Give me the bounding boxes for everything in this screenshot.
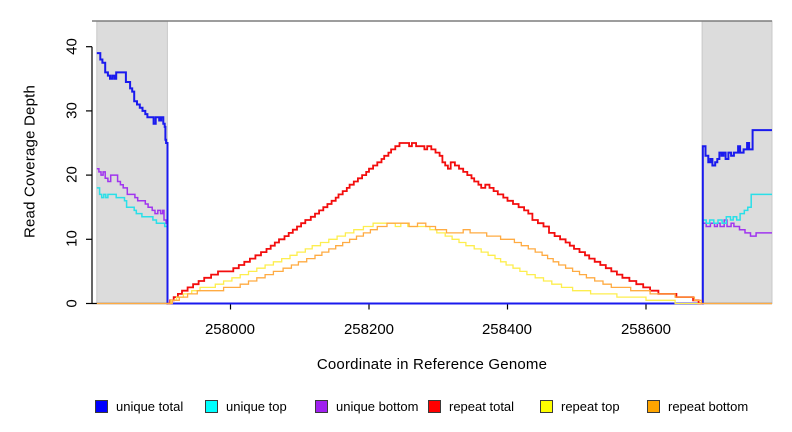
legend-item-repeat-top: repeat top bbox=[540, 399, 647, 414]
legend-swatch-unique-top bbox=[205, 399, 218, 413]
legend-item-unique-bottom: unique bottom bbox=[315, 399, 428, 414]
series-repeat-total bbox=[167, 142, 703, 305]
y-tick-label-30: 30 bbox=[63, 102, 81, 119]
x-tick-label-258600: 258600 bbox=[620, 321, 672, 338]
y-axis-title: Read Coverage Depth bbox=[21, 84, 39, 239]
series-unique-bottom bbox=[96, 167, 772, 305]
legend-swatch-repeat-top bbox=[540, 399, 553, 413]
legend-item-unique-total: unique total bbox=[95, 399, 205, 414]
x-tick-label-258400: 258400 bbox=[481, 321, 533, 338]
y-tick-label-20: 20 bbox=[63, 166, 81, 183]
legend-item-repeat-total: repeat total bbox=[428, 399, 540, 414]
shaded-region-1 bbox=[701, 20, 773, 304]
legend-label: unique top bbox=[226, 398, 287, 414]
series-unique-top bbox=[96, 187, 772, 305]
legend-swatch-repeat-total bbox=[428, 399, 441, 413]
legend-label: repeat top bbox=[561, 398, 620, 414]
legend: unique total unique top unique bottom re… bbox=[95, 398, 748, 414]
y-tick-label-0: 0 bbox=[63, 299, 81, 308]
legend-label: unique total bbox=[116, 398, 184, 414]
x-tick-label-258200: 258200 bbox=[343, 321, 395, 338]
legend-label: unique bottom bbox=[336, 398, 419, 414]
legend-item-repeat-bottom: repeat bottom bbox=[647, 399, 748, 414]
y-tick-label-10: 10 bbox=[63, 230, 81, 247]
legend-swatch-repeat-bottom bbox=[647, 399, 660, 413]
series-repeat-bottom bbox=[96, 222, 772, 305]
shaded-region-0 bbox=[96, 20, 168, 304]
legend-swatch-unique-total bbox=[95, 399, 108, 413]
x-tick-label-258000: 258000 bbox=[204, 321, 256, 338]
legend-label: repeat bottom bbox=[668, 398, 749, 414]
x-axis-title: Coordinate in Reference Genome bbox=[316, 356, 548, 373]
legend-item-unique-top: unique top bbox=[205, 399, 315, 414]
series-repeat-top bbox=[167, 222, 703, 305]
y-tick-label-40: 40 bbox=[63, 38, 81, 55]
legend-swatch-unique-bottom bbox=[315, 399, 328, 413]
legend-label: repeat total bbox=[449, 398, 515, 414]
series-unique-total bbox=[96, 52, 772, 305]
